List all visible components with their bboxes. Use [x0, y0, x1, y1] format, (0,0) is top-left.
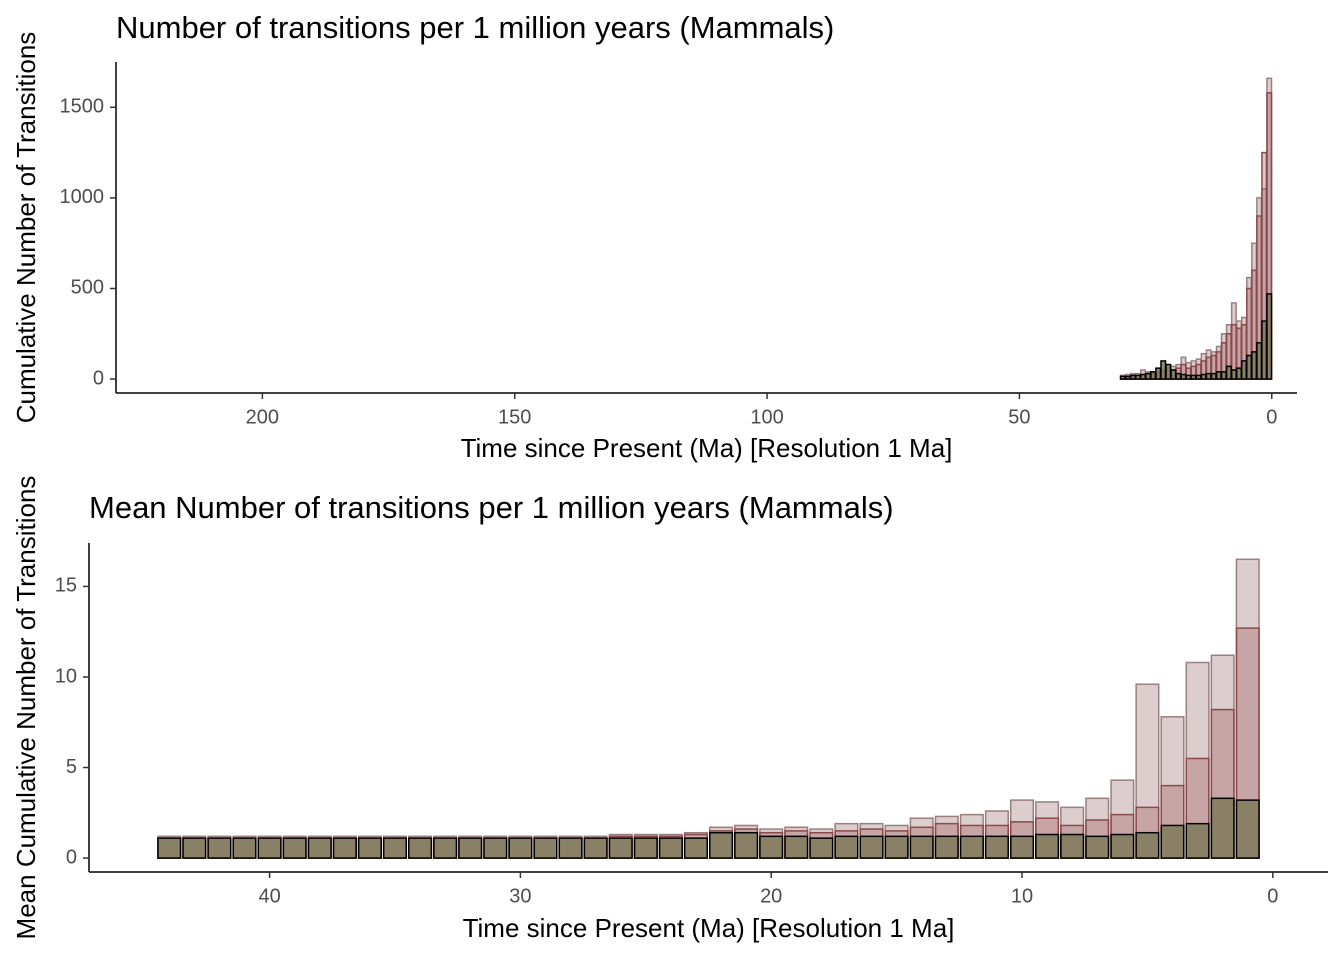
x-tick-label: 40 [258, 885, 280, 907]
x-axis-label: Time since Present (Ma) [Resolution 1 Ma… [463, 913, 955, 943]
bar [1129, 374, 1136, 380]
bar [1175, 372, 1182, 380]
chart-title: Number of transitions per 1 million year… [116, 10, 834, 45]
bar [1150, 371, 1157, 380]
bar [1215, 371, 1222, 380]
y-tick-label: 10 [55, 665, 77, 687]
bar [1261, 320, 1268, 380]
bar [709, 831, 734, 859]
bar [1256, 342, 1263, 380]
bar [1134, 374, 1142, 380]
bar [1220, 371, 1227, 380]
bar [157, 837, 182, 859]
bar [1119, 375, 1126, 380]
y-tick-label: 1000 [60, 186, 105, 208]
bar [959, 835, 984, 859]
x-tick-label: 10 [1011, 885, 1033, 907]
x-tick-label: 0 [1267, 885, 1278, 907]
bar [658, 837, 683, 859]
chart-title: Mean Number of transitions per 1 million… [89, 490, 894, 525]
bar [332, 837, 357, 859]
bar [1185, 822, 1210, 859]
bar [633, 837, 658, 859]
x-tick-label: 20 [760, 885, 782, 907]
bar [884, 835, 909, 859]
bar [1124, 375, 1131, 380]
y-tick-label: 500 [71, 277, 104, 299]
bar [1210, 372, 1217, 380]
bar [1205, 372, 1212, 380]
bar [1195, 374, 1202, 380]
bar [1190, 374, 1197, 380]
x-tick-label: 150 [498, 406, 531, 428]
y-tick-label: 15 [55, 575, 77, 597]
bar [859, 835, 884, 859]
bar [1035, 833, 1060, 859]
bar [1235, 367, 1242, 380]
y-tick-label: 5 [66, 756, 77, 778]
bar [1266, 293, 1273, 380]
bar [1009, 835, 1035, 859]
bar [1110, 833, 1135, 859]
bar [583, 837, 608, 859]
y-axis-label: Cumulative Number of Transitions [11, 32, 41, 424]
bar [734, 831, 759, 859]
bar [1060, 833, 1085, 859]
bar [809, 837, 834, 859]
bar [909, 835, 934, 859]
bar [608, 837, 633, 859]
bar [1165, 363, 1172, 380]
y-axis-label: Mean Cumulative Number of Transitions [11, 476, 41, 940]
bar [207, 837, 232, 859]
bar [1251, 351, 1258, 380]
x-tick-label: 0 [1266, 406, 1277, 428]
bar [533, 837, 558, 859]
y-tick-label: 0 [66, 846, 77, 868]
bar [834, 835, 859, 859]
bar [1240, 360, 1248, 380]
x-tick-label: 50 [1008, 406, 1030, 428]
bar [282, 837, 307, 859]
bar [257, 837, 282, 859]
bar [1185, 374, 1192, 380]
bar [1160, 824, 1185, 859]
bar [683, 837, 708, 859]
bar [458, 837, 483, 859]
bar [934, 835, 959, 859]
bar [1200, 373, 1207, 380]
bar [1085, 835, 1110, 859]
bar [558, 837, 583, 859]
bar [1230, 369, 1237, 380]
bar [1210, 797, 1235, 859]
bar [483, 837, 508, 859]
bar [357, 837, 382, 859]
bar [984, 835, 1009, 859]
bar [1225, 365, 1232, 380]
bar [232, 837, 257, 859]
bar [1170, 369, 1177, 380]
bar [784, 835, 809, 859]
x-tick-label: 100 [750, 406, 783, 428]
bar [1235, 799, 1260, 859]
bar [382, 837, 408, 859]
bar [1140, 373, 1147, 380]
x-tick-label: 200 [246, 406, 279, 428]
bar [1160, 360, 1167, 380]
bar [1145, 372, 1152, 380]
x-tick-label: 30 [509, 885, 531, 907]
bar [508, 837, 533, 859]
bar [1135, 831, 1160, 859]
x-axis-label: Time since Present (Ma) [Resolution 1 Ma… [461, 433, 953, 463]
bar [307, 837, 332, 859]
bar [1180, 373, 1187, 380]
y-tick-label: 0 [93, 367, 104, 389]
y-tick-label: 1500 [60, 96, 105, 118]
bar [182, 837, 207, 859]
bar [1246, 354, 1253, 380]
bar [1155, 367, 1162, 380]
bar [408, 837, 433, 859]
bar [759, 835, 784, 859]
bar [433, 837, 458, 859]
